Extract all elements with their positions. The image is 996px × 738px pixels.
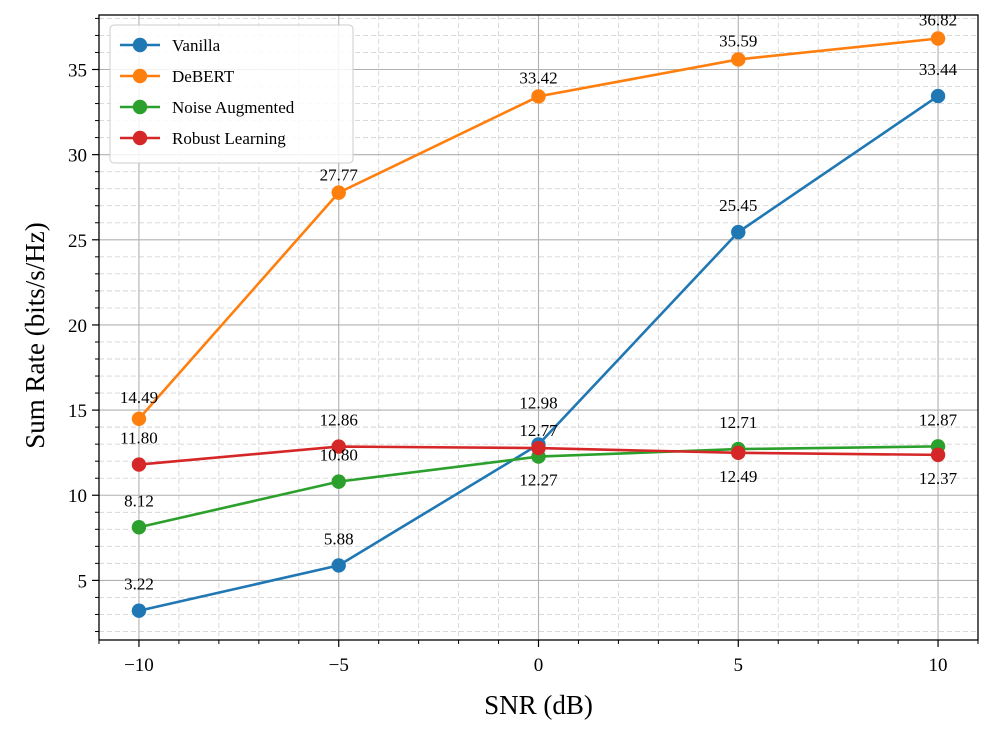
- data-labels: 3.22 5.88 12.98 25.45 33.44 14.49 27.77 33.42 35…: [120, 11, 958, 594]
- legend-marker: [132, 37, 148, 53]
- legend-marker: [132, 68, 148, 84]
- data-point-robust-learning: [930, 447, 946, 463]
- data-label-robust-learning: 12.37: [919, 469, 958, 488]
- data-label-robust-learning: 12.77: [519, 421, 558, 440]
- data-point-vanilla: [131, 603, 147, 618]
- data-point-vanilla: [930, 88, 946, 104]
- data-label-noise-augmented: 12.87: [919, 410, 958, 429]
- data-label-vanilla: 12.98: [519, 393, 557, 412]
- x-tick-label: 0: [534, 655, 544, 676]
- data-label-debert: 14.49: [120, 388, 158, 407]
- axis-ticks: [92, 17, 979, 647]
- series-layer: [131, 31, 946, 618]
- tick-labels: −10 −5 0 5 10 5 10 15 20 25 30 35: [68, 60, 948, 676]
- x-tick-label: 5: [734, 655, 744, 676]
- data-point-vanilla: [331, 558, 346, 573]
- y-tick-label: 35: [68, 60, 87, 81]
- data-point-noise-augmented: [331, 474, 346, 489]
- legend-label: Vanilla: [172, 36, 221, 55]
- legend-marker: [132, 130, 148, 146]
- y-tick-label: 25: [68, 231, 87, 252]
- data-label-debert: 27.77: [320, 166, 359, 185]
- data-label-noise-augmented: 12.71: [719, 413, 757, 432]
- y-axis-label: Sum Rate (bits/s/Hz): [20, 222, 50, 448]
- legend-item-vanilla: Vanilla: [120, 36, 221, 55]
- data-point-debert: [731, 52, 746, 67]
- legend-label: Noise Augmented: [172, 98, 295, 117]
- y-tick-label: 20: [68, 316, 87, 337]
- data-label-vanilla: 25.45: [719, 196, 757, 215]
- data-label-robust-learning: 11.80: [120, 429, 158, 448]
- x-tick-label: 10: [929, 655, 948, 676]
- data-label-noise-augmented: 12.27: [519, 471, 558, 490]
- data-label-robust-learning: 12.49: [719, 467, 757, 486]
- data-label-vanilla: 3.22: [124, 575, 154, 594]
- data-point-robust-learning: [331, 439, 346, 454]
- data-label-vanilla: 33.44: [919, 60, 958, 79]
- data-label-debert: 36.82: [919, 11, 957, 30]
- y-tick-label: 30: [68, 146, 87, 167]
- data-point-noise-augmented: [131, 520, 147, 535]
- data-point-debert: [131, 411, 147, 426]
- legend-label: Robust Learning: [172, 129, 286, 148]
- legend-item-noise-augmented: Noise Augmented: [120, 98, 295, 117]
- y-tick-label: 10: [68, 486, 87, 507]
- series-robust-learning: [131, 439, 946, 472]
- legend-label: DeBERT: [172, 67, 235, 86]
- data-label-noise-augmented: 8.12: [124, 491, 154, 510]
- data-point-debert: [930, 31, 946, 46]
- series-debert: [131, 31, 946, 426]
- data-label-debert: 33.42: [519, 68, 557, 87]
- data-point-robust-learning: [131, 457, 147, 472]
- x-axis-label: SNR (dB): [484, 690, 593, 720]
- data-point-debert: [531, 89, 546, 104]
- data-point-debert: [331, 185, 346, 200]
- data-label-robust-learning: 12.86: [320, 411, 358, 430]
- x-tick-label: −10: [124, 655, 154, 676]
- data-point-robust-learning: [731, 445, 746, 461]
- y-tick-label: 15: [68, 401, 87, 422]
- x-tick-label: −5: [329, 655, 349, 676]
- legend-marker: [132, 99, 148, 115]
- legend-item-robust-learning: Robust Learning: [120, 129, 286, 148]
- legend-item-debert: DeBERT: [120, 67, 235, 86]
- data-label-noise-augmented: 10.80: [320, 446, 358, 465]
- legend: Vanilla DeBERT Noise Augmented Robust Learn…: [109, 24, 354, 164]
- legend-box: [109, 24, 354, 164]
- data-label-debert: 35.59: [719, 31, 757, 50]
- data-label-vanilla: 5.88: [324, 529, 354, 548]
- data-point-robust-learning: [531, 440, 546, 456]
- y-tick-label: 5: [78, 571, 88, 592]
- data-point-vanilla: [731, 224, 746, 240]
